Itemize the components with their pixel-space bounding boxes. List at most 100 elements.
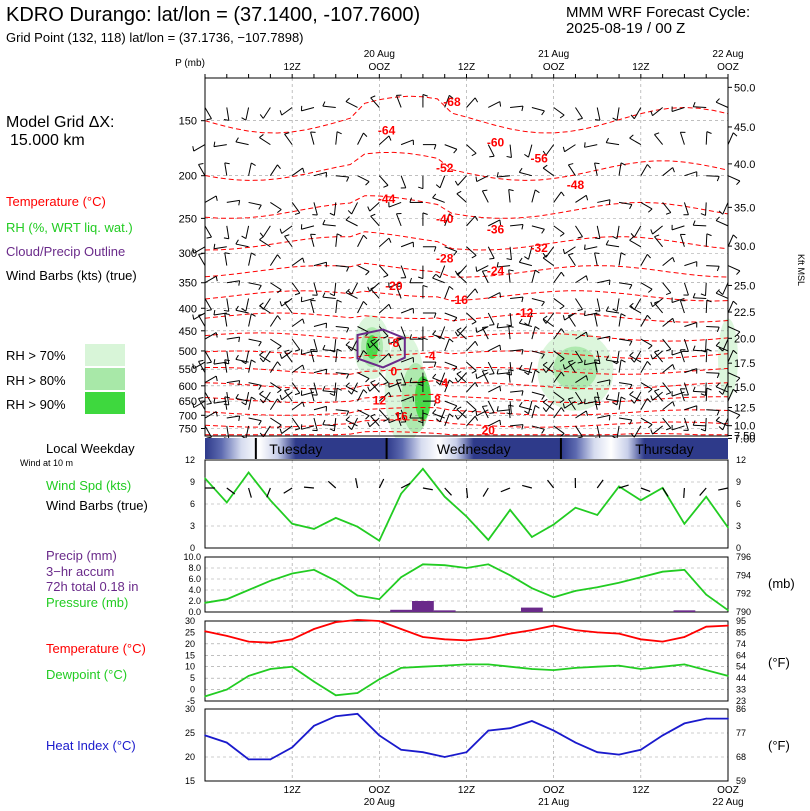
wind-tick-label-right: 0 <box>736 543 741 553</box>
wind-speed-line-point <box>334 517 337 519</box>
wind-barb-flag <box>692 386 696 392</box>
wind-barb <box>564 400 576 409</box>
wind-barb-flag <box>521 390 524 396</box>
wind-barb <box>400 356 414 363</box>
wind-barb-flag <box>347 425 352 430</box>
temperature-line-point <box>727 624 729 627</box>
wind-barb-flag <box>367 343 371 349</box>
pressure-line-point <box>400 576 402 578</box>
wind-barb-flag <box>584 142 586 148</box>
wind-barb-flag <box>471 370 477 374</box>
wind-barb <box>683 417 689 431</box>
wind-barb <box>629 239 642 248</box>
wind-barb-flag <box>650 395 653 401</box>
wind-barb-flag <box>409 334 413 340</box>
wind-barb-flag <box>605 306 609 312</box>
wind-barb <box>322 349 336 352</box>
wind-barb <box>269 164 278 176</box>
wind-barb-flag <box>732 132 738 137</box>
heat-index-line-point <box>465 751 468 753</box>
wind-barb <box>291 318 303 327</box>
wind-barb-flag <box>259 357 264 363</box>
wind-barb-flag <box>277 424 282 429</box>
wind-barb <box>439 326 446 339</box>
wind-barb <box>727 234 734 247</box>
wind-barb-flag <box>665 392 671 395</box>
wind-barb-flag <box>732 388 738 394</box>
wind-barb-flag <box>235 305 239 311</box>
wind-barb <box>706 409 720 411</box>
wind-barb <box>519 368 533 374</box>
wind-barb <box>618 417 632 421</box>
wind-barb <box>270 417 282 426</box>
wind-barb <box>400 241 414 248</box>
wind-barb-flag <box>235 354 239 360</box>
heat-index-line-point <box>225 741 228 744</box>
wind-barb <box>640 398 648 411</box>
wind-barb-flag <box>706 233 712 237</box>
wind-barb <box>226 425 230 439</box>
wind-barb <box>679 132 685 145</box>
wind-barb <box>322 105 336 108</box>
wind-barb-flag <box>192 363 195 369</box>
wind-barb <box>281 391 293 401</box>
wind-barb-flag <box>542 315 548 320</box>
wind-barb <box>705 131 708 145</box>
wind-barb-flag <box>409 377 413 383</box>
wind-barb <box>618 382 632 386</box>
wind-barb <box>270 382 282 391</box>
wind-barb-flag <box>347 390 352 395</box>
wind-barb <box>597 335 611 340</box>
wind-barb <box>226 415 240 419</box>
wind-barb-flag <box>241 117 247 121</box>
wind-barb <box>466 361 477 372</box>
isotherm-line <box>204 151 729 181</box>
pressure-tick-label: 750 <box>179 423 197 435</box>
wind-barb-flag <box>629 134 634 139</box>
wind-barb-flag <box>630 433 635 438</box>
surface-wind-barb <box>718 487 729 491</box>
wind-barb <box>193 361 206 370</box>
temp-c-tick-label: 25 <box>185 627 195 637</box>
wind-barb <box>594 359 598 373</box>
wind-barb <box>662 364 674 374</box>
wind-barb-flag <box>449 285 454 290</box>
wind-barb <box>542 257 554 266</box>
wind-barb <box>567 361 576 373</box>
wind-barb <box>456 408 467 419</box>
legend-rh: RH (%, WRT liq. wat.) <box>6 220 133 235</box>
wind-barb <box>345 292 358 299</box>
wind-barb <box>476 175 489 183</box>
wind-barb-flag <box>560 271 565 277</box>
wind-barb-flag <box>608 379 611 385</box>
wind-barb <box>497 372 511 375</box>
wind-barb-flag <box>365 271 370 276</box>
wind-barb <box>618 396 622 410</box>
wind-tick-label-right: 6 <box>736 499 741 509</box>
surface-wind-barb <box>547 479 555 489</box>
wind-barb-flag <box>542 407 547 412</box>
temperature-line-point <box>596 631 599 634</box>
wind-barb <box>519 405 533 411</box>
pressure-axis-label: P (mb) <box>175 58 205 69</box>
wind-barb-flag <box>347 346 352 352</box>
wind-barb-flag <box>594 237 601 240</box>
wind-barb <box>575 391 583 404</box>
dewpoint-line-point <box>705 669 708 671</box>
wind-barb-flag <box>422 212 428 215</box>
wind-barb-flag <box>474 416 479 421</box>
heat-index-line-point <box>683 722 686 725</box>
wind-barb <box>531 326 536 340</box>
wind-barb <box>487 144 495 157</box>
wind-barb-flag <box>277 315 281 320</box>
wind-barb-flag <box>716 266 720 272</box>
wind-barb <box>553 298 565 307</box>
wind-barb-flag <box>456 271 462 275</box>
wind-barb-flag <box>471 321 477 325</box>
pressure-line-point <box>291 572 293 575</box>
surface-wind-barb <box>683 487 686 499</box>
wind-barb-flag <box>336 131 342 135</box>
wind-barb-flag <box>605 137 609 143</box>
dewpoint-line-point <box>291 665 293 668</box>
wind-barb-flag <box>715 289 720 294</box>
